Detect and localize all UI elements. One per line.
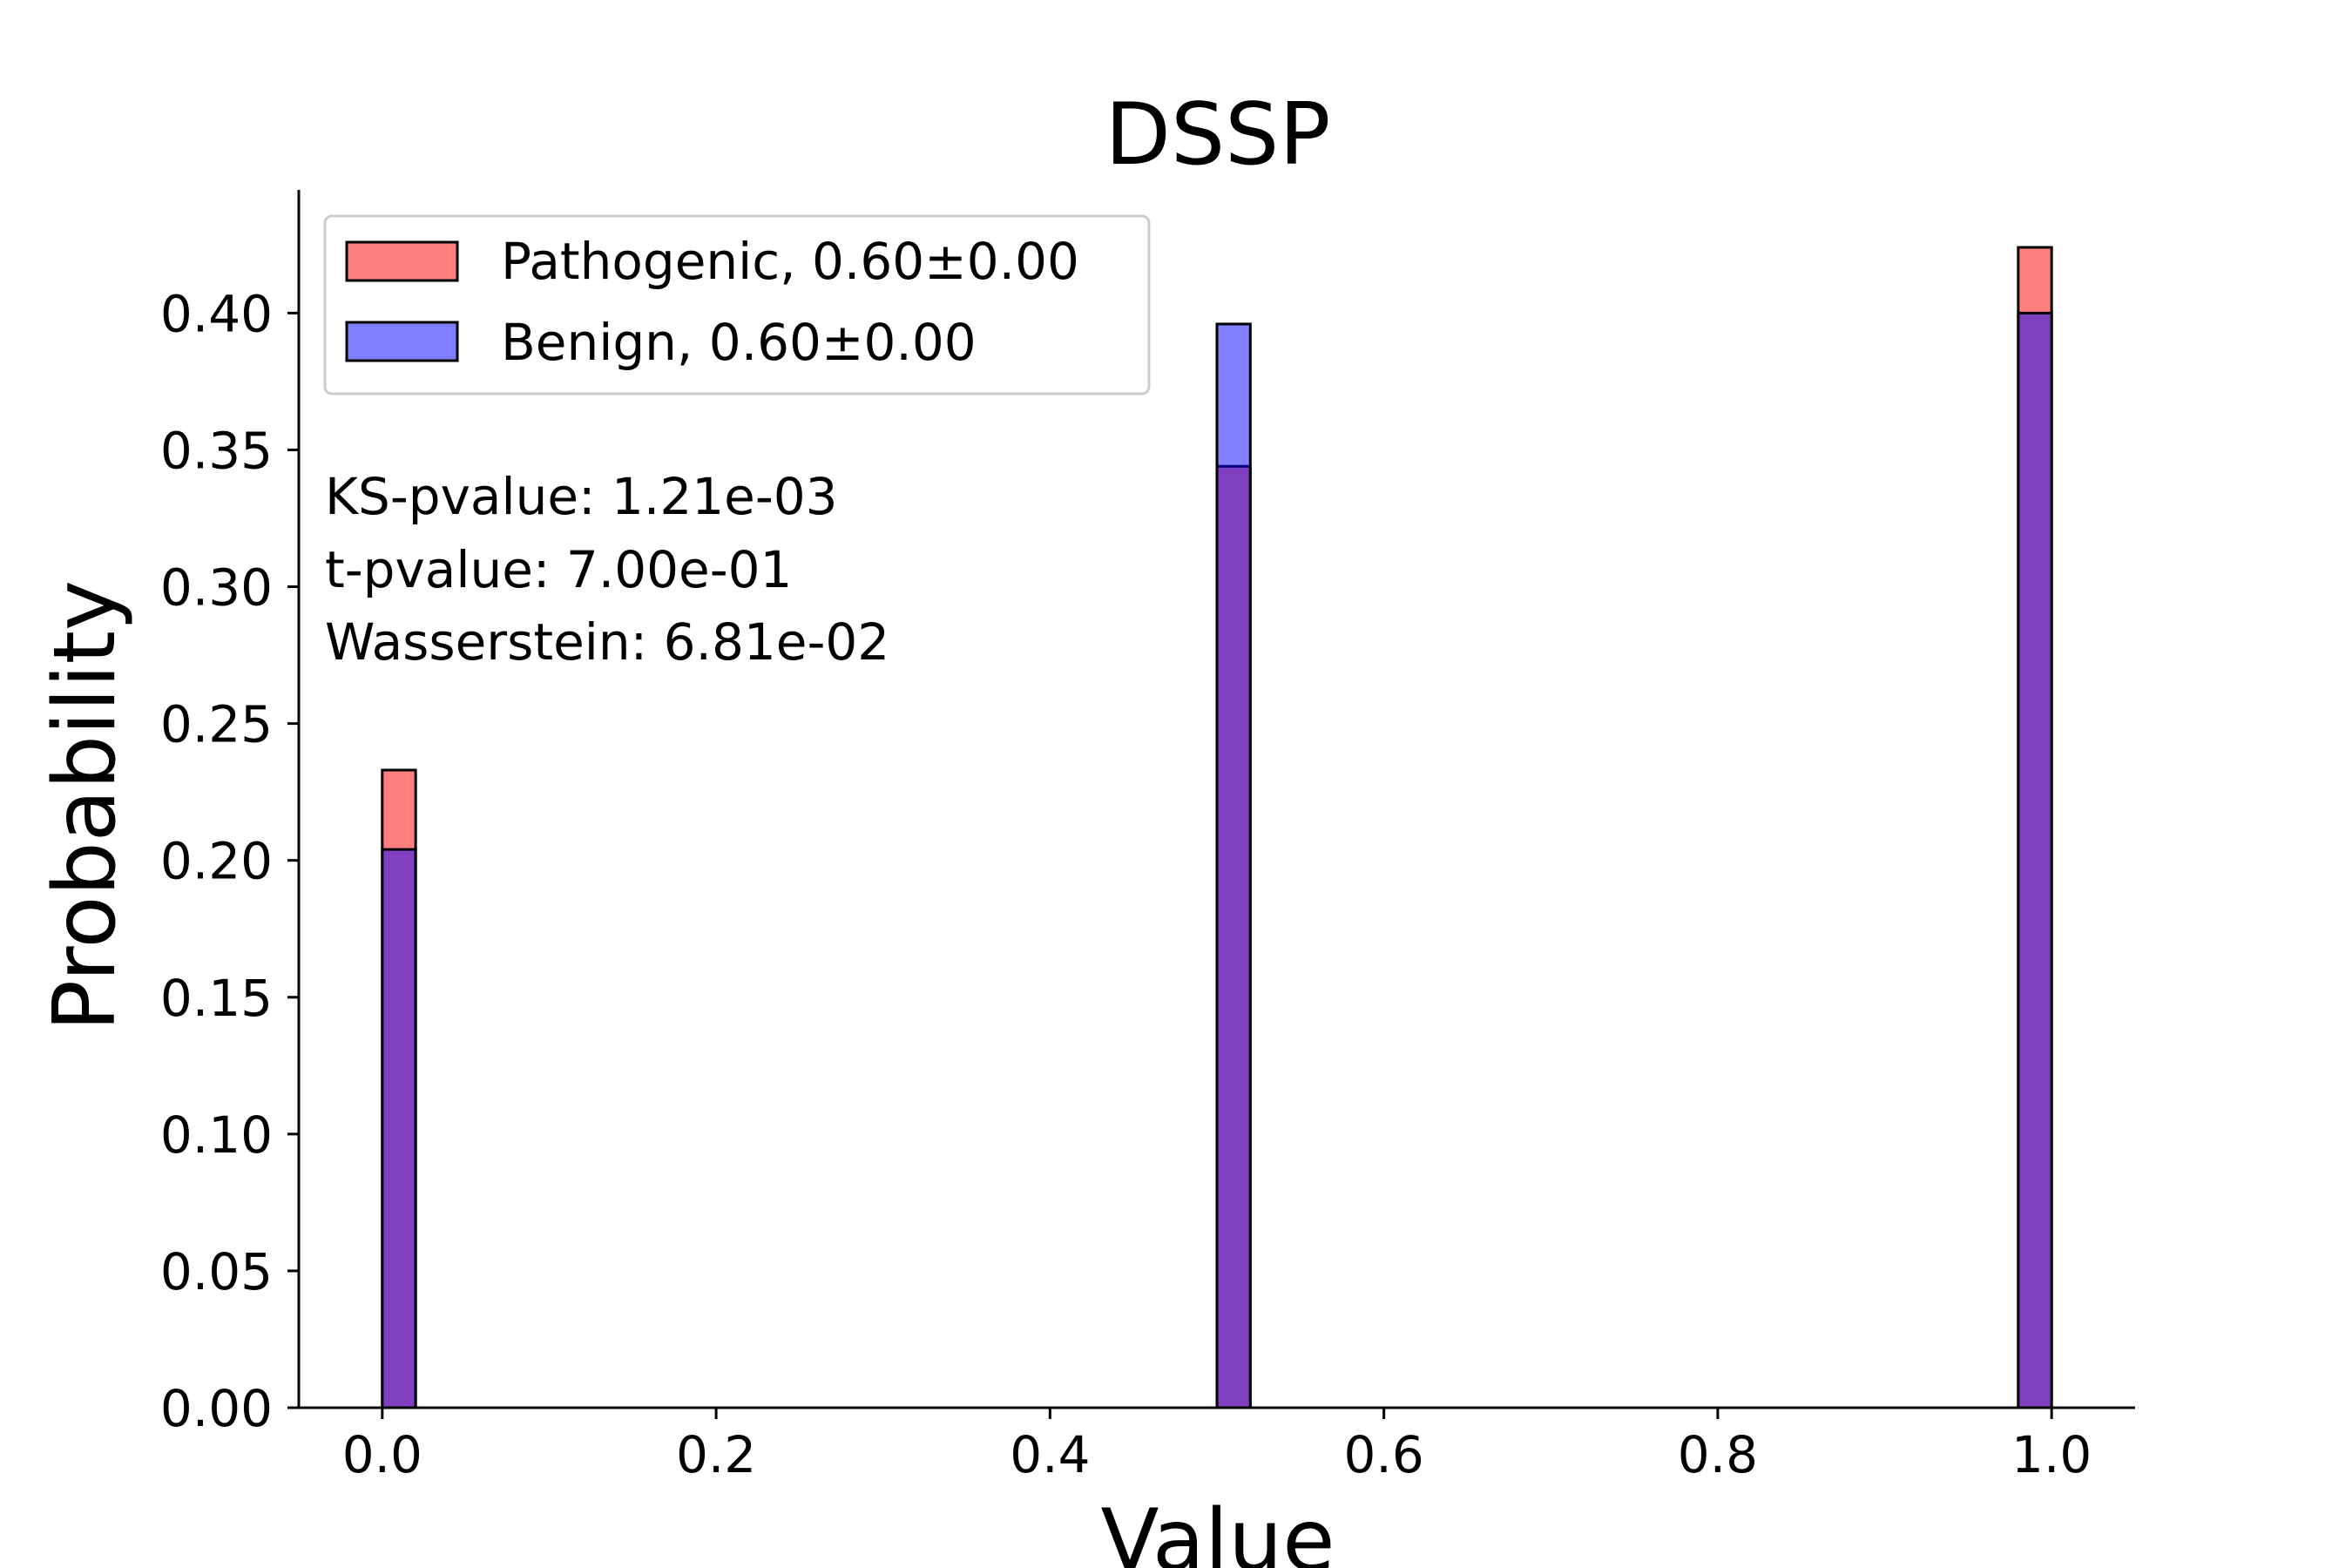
bars-layer bbox=[381, 246, 2053, 1409]
y-tick-label-1: 0.05 bbox=[160, 1242, 273, 1301]
x-tick-label-5: 1.0 bbox=[2011, 1425, 2092, 1484]
statistics-annotation: KS-pvalue: 1.21e-03 t-pvalue: 7.00e-01 W… bbox=[325, 467, 889, 672]
ks-pvalue-text: KS-pvalue: 1.21e-03 bbox=[325, 467, 838, 526]
axes bbox=[297, 190, 2135, 1409]
bar-benign-2 bbox=[2017, 311, 2053, 1409]
x-axis-label: Value bbox=[1100, 1491, 1335, 1568]
x-tick-label-3: 0.6 bbox=[1344, 1425, 1424, 1484]
x-tick-label-1: 0.2 bbox=[676, 1425, 756, 1484]
y-tick-label-3: 0.15 bbox=[160, 969, 273, 1028]
legend-label-pathogenic: Pathogenic, 0.60±0.00 bbox=[501, 232, 1079, 291]
legend-swatch-benign bbox=[345, 321, 459, 362]
x-tick-label-0: 0.0 bbox=[342, 1425, 422, 1484]
y-tick-label-6: 0.30 bbox=[160, 558, 273, 618]
x-tick-label-2: 0.4 bbox=[1010, 1425, 1090, 1484]
bar-benign-1 bbox=[1215, 322, 1252, 1409]
bar-benign-0 bbox=[381, 848, 417, 1409]
x-tick-label-4: 0.8 bbox=[1678, 1425, 1758, 1484]
legend-box bbox=[323, 214, 1151, 395]
x-ticks: 0.0 0.2 0.4 0.6 0.8 1.0 bbox=[342, 1408, 2092, 1484]
legend-swatch-pathogenic bbox=[345, 240, 459, 282]
legend-label-benign: Benign, 0.60±0.00 bbox=[501, 313, 977, 372]
y-tick-label-2: 0.10 bbox=[160, 1105, 273, 1165]
chart-title: DSSP bbox=[1105, 85, 1331, 185]
y-ticks: 0.00 0.05 0.10 0.15 0.20 0.25 0.30 0.35 0.40 bbox=[160, 284, 299, 1438]
y-tick-label-5: 0.25 bbox=[160, 695, 273, 754]
t-pvalue-text: t-pvalue: 7.00e-01 bbox=[325, 540, 792, 599]
y-tick-label-8: 0.40 bbox=[160, 284, 273, 343]
wasserstein-text: Wasserstein: 6.81e-02 bbox=[325, 612, 889, 672]
y-tick-label-7: 0.35 bbox=[160, 421, 273, 480]
y-tick-label-4: 0.20 bbox=[160, 832, 273, 891]
y-axis-label: Probability bbox=[36, 580, 135, 1031]
y-tick-label-0: 0.00 bbox=[160, 1379, 273, 1438]
legend: Pathogenic, 0.60±0.00 Benign, 0.60±0.00 bbox=[323, 214, 1151, 395]
